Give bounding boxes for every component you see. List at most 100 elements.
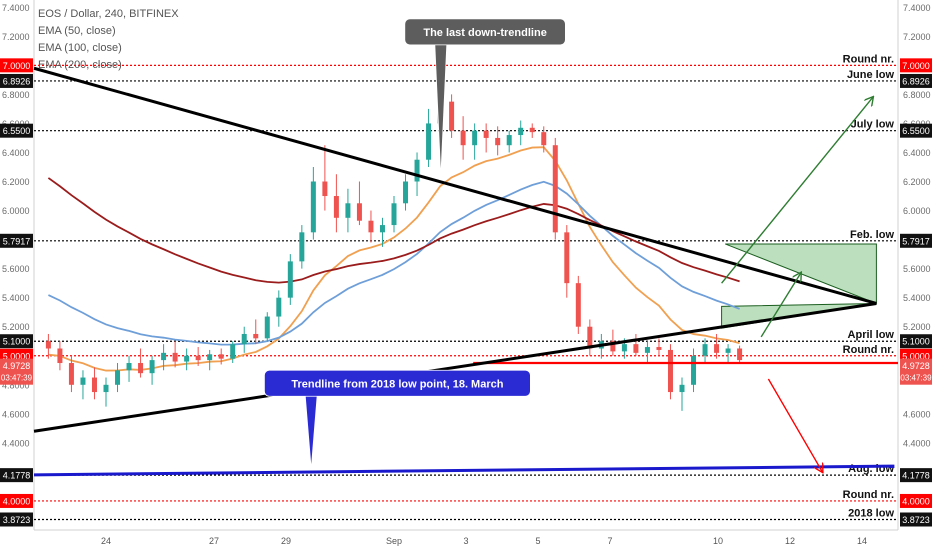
candle-body [621, 344, 627, 352]
candle-body [667, 349, 673, 393]
candle-body [644, 347, 650, 353]
right-tick-label: 7.2000 [903, 32, 931, 42]
candle-body [506, 135, 512, 146]
candle-body [57, 348, 63, 364]
legend-ema-100: EMA (100, close) [38, 42, 122, 54]
x-tick-label: 12 [785, 536, 795, 546]
candle-body [564, 232, 570, 284]
left-price-tag [0, 233, 33, 248]
candle-body [552, 145, 558, 233]
aug-low-line [33, 464, 895, 477]
right-price-tag-label: 7.0000 [902, 61, 930, 71]
callout-box [263, 369, 531, 397]
candle-body [218, 354, 224, 359]
legend-ema-50: EMA (50, close) [38, 25, 116, 37]
candle-body [714, 344, 720, 353]
candle-body [575, 283, 581, 327]
candle-body [80, 377, 86, 385]
callout-pointer [304, 394, 318, 470]
x-tick-label: 7 [607, 536, 612, 546]
x-tick-label: 29 [281, 536, 291, 546]
x-tick-label: 5 [535, 536, 540, 546]
right-price-tag-label: 5.0000 [902, 351, 930, 361]
level-label: Feb. low [850, 229, 894, 241]
candle-body [587, 326, 593, 349]
candle-body [299, 232, 305, 262]
candle-body [691, 355, 697, 385]
left-price-tag-label: 5.7917 [3, 236, 31, 246]
left-price-tag-label: 5.0000 [3, 351, 31, 361]
right-tick-label: 6.8000 [903, 90, 931, 100]
left-price-tag [0, 58, 33, 73]
right-price-tag-label: 6.5500 [902, 126, 930, 136]
level-label: April low [848, 329, 895, 341]
left-price-tag [0, 493, 33, 508]
right-tick-label: 6.4000 [903, 148, 931, 158]
candle-body [103, 384, 109, 393]
candle-body [414, 159, 420, 182]
candle-body [333, 196, 339, 218]
left-tick-label: 5.2000 [2, 322, 30, 332]
candle-body [276, 297, 282, 317]
level-label: Round nr. [843, 53, 894, 65]
callout-box [404, 18, 566, 46]
candle-body [126, 363, 132, 371]
candle-body [195, 355, 201, 361]
right-tick-label: 5.4000 [903, 293, 931, 303]
left-price-tag [0, 468, 33, 483]
right-price-tag-label: 5.1000 [902, 337, 930, 347]
left-tick-label: 6.4000 [2, 148, 30, 158]
left-tick-label: 4.8000 [2, 380, 30, 390]
candle-body [149, 360, 155, 374]
right-tick-label: 7.4000 [903, 3, 931, 13]
left-price-tag-label: 4.0000 [3, 496, 31, 506]
candle-body [345, 203, 351, 218]
candle-body [379, 225, 385, 233]
right-tick-label: 6.2000 [903, 177, 931, 187]
right-price-tag [900, 58, 932, 73]
x-tick-label: Sep [386, 536, 402, 546]
right-tick-label: 4.4000 [903, 438, 931, 448]
candle-body [403, 181, 409, 204]
left-tick-label: 6.8000 [2, 90, 30, 100]
candle-body [633, 344, 639, 353]
level-label: July low [851, 119, 895, 131]
candle-body [610, 341, 616, 352]
candle-body [702, 344, 708, 356]
left-tick-label: 4.6000 [2, 409, 30, 419]
right-price-tag [900, 512, 932, 527]
right-tick-label: 5.2000 [903, 322, 931, 332]
candle-body [449, 101, 455, 131]
candle-body [322, 181, 328, 197]
current-price-tag [900, 358, 932, 385]
left-price-tag-label: 5.1000 [3, 337, 31, 347]
candle-body [460, 130, 466, 146]
down-trendline [33, 66, 877, 305]
left-tick-label: 5.4000 [2, 293, 30, 303]
current-price-label: 4.9728 [902, 361, 930, 371]
level-label: June low [847, 69, 895, 81]
right-tick-label: 5.6000 [903, 264, 931, 274]
candle-body [264, 316, 270, 339]
candle-body [287, 261, 293, 298]
left-price-tag [0, 334, 33, 349]
ema-line [47, 177, 740, 284]
left-tick-label: 7.2000 [2, 32, 30, 42]
right-price-tag-label: 3.8723 [902, 515, 930, 525]
legend-ema-200: EMA (200, close) [38, 59, 122, 71]
callout-text: Trendline from 2018 low point, 18. March [291, 378, 503, 390]
right-price-tag [900, 73, 932, 88]
left-price-tag-label: 3.8723 [3, 515, 31, 525]
candle-body [737, 348, 743, 361]
callout-text: The last down-trendline [423, 27, 546, 39]
right-price-tag [900, 233, 932, 248]
left-price-tag [0, 73, 33, 88]
candle-body [241, 333, 247, 345]
candle-body [68, 363, 74, 385]
candle-body [172, 352, 178, 362]
candle-body [679, 384, 685, 393]
callout-pointer [434, 43, 448, 178]
right-price-tag [900, 334, 932, 349]
